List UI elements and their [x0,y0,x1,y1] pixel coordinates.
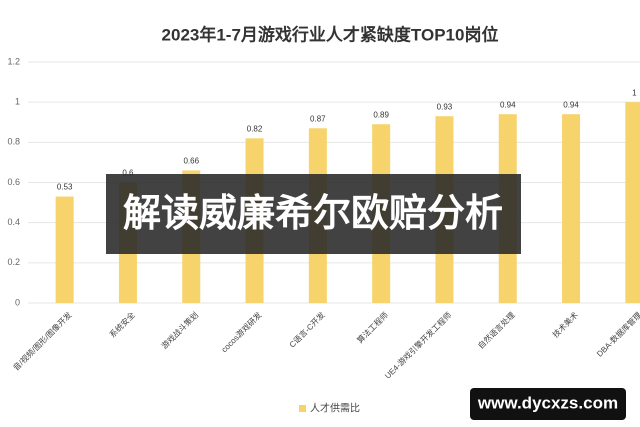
watermark-box [470,388,626,420]
value-label: 0.87 [310,114,326,123]
y-tick-label: 1 [15,97,20,107]
legend-label: 人才供需比 [310,402,360,415]
value-label: 0.53 [57,183,73,192]
y-tick-label: 0.8 [7,137,20,147]
value-label: 0.94 [563,100,579,109]
headline: 解读威廉希尔欧赔分析 [123,193,503,235]
value-label: 0.93 [437,102,453,111]
bar [55,196,74,303]
value-label: 0.94 [500,100,516,109]
legend-swatch [299,405,306,412]
y-tick-label: 0.2 [7,257,20,267]
watermark: www.dycxzs.com [477,393,618,412]
y-tick-label: 0.4 [7,217,20,227]
y-tick-label: 0 [15,297,20,307]
y-tick-label: 0.6 [7,177,20,187]
headline-banner [106,174,521,254]
value-label: 0.66 [183,157,199,166]
y-tick-label: 1.2 [7,56,20,66]
bar [625,102,640,304]
chart-title: 2023年1-7月游戏行业人才紧缺度TOP10岗位 [162,24,499,44]
value-label: 1 [632,88,637,97]
bar [562,114,581,303]
value-label: 0.6 [122,169,134,178]
overlay: 解读威廉希尔欧赔分析 www.dycxzs.com [106,174,626,420]
value-label: 0.82 [247,124,263,133]
value-label: 0.89 [373,110,389,119]
